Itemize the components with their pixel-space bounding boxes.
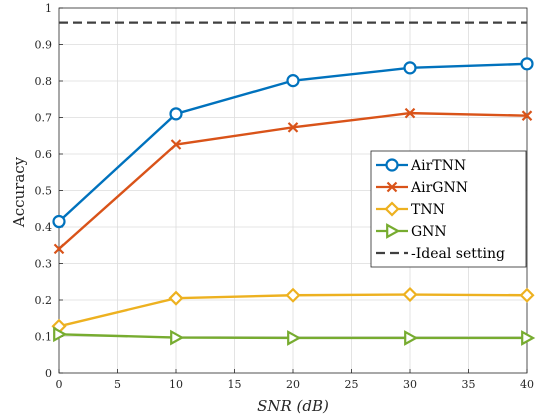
gnn-point: [287, 330, 302, 346]
y-tick-label: 0.5: [35, 185, 53, 198]
series-gnn: [53, 326, 536, 346]
legend-marker: [386, 181, 398, 193]
x-tick-label: 10: [169, 378, 183, 391]
tnn-point: [168, 290, 184, 306]
legend-label: AirTNN: [410, 158, 466, 174]
x-tick-label: 35: [462, 378, 476, 391]
legend-label: TNN: [411, 202, 445, 218]
tnn-point: [402, 286, 418, 303]
gnn-point: [521, 330, 536, 346]
x-tick-label: 25: [345, 378, 359, 391]
legend: AirTNN AirGNN TNN GNN -Ideal setting: [370, 150, 527, 268]
x-tick-label: 0: [56, 378, 63, 391]
y-tick-label: 0.2: [35, 294, 53, 307]
y-tick-label: 0.9: [35, 39, 53, 52]
y-tick-label: 0.3: [35, 258, 53, 271]
gnn-point: [170, 329, 185, 346]
airtnn-point: [169, 107, 183, 121]
airtnn-point: [286, 74, 300, 88]
airgnn-point: [521, 110, 533, 121]
legend-marker: [386, 223, 401, 239]
legend-entry-gnn: GNN: [376, 223, 447, 240]
legend-label: -Ideal setting: [411, 246, 505, 262]
y-tick-label: 0.7: [35, 112, 53, 125]
x-tick-label: 40: [520, 378, 534, 391]
gnn-point: [53, 326, 68, 343]
gnn-point: [404, 330, 419, 346]
legend-marker: [385, 158, 399, 172]
x-tick-label: 20: [286, 378, 300, 391]
tnn-point: [285, 287, 301, 303]
y-tick-label: 0.8: [35, 75, 53, 88]
y-tick-label: 1: [45, 2, 52, 15]
airtnn-point: [52, 214, 66, 229]
x-tick-label: 5: [114, 378, 121, 391]
series-airgnn: [53, 107, 533, 255]
x-tick-label: 15: [228, 378, 242, 391]
y-tick-label: 0: [45, 367, 52, 380]
legend-entry-tnn: TNN: [376, 201, 445, 218]
x-tick-label: 30: [403, 378, 417, 391]
series-group: [51, 21, 536, 346]
legend-entry-ideal-setting: -Ideal setting: [376, 246, 505, 262]
legend-entry-airtnn: AirTNN: [376, 158, 466, 174]
y-tick-label: 0.6: [35, 148, 53, 161]
airtnn-point: [520, 57, 534, 71]
legend-label: AirGNN: [410, 180, 468, 196]
series-tnn: [51, 286, 535, 334]
x-axis-title: SNR (dB): [257, 397, 329, 415]
y-tick-label: 0.4: [35, 221, 53, 234]
legend-entry-airgnn: AirGNN: [376, 180, 468, 196]
airtnn-point: [403, 61, 417, 75]
legend-label: GNN: [411, 224, 447, 240]
legend-marker: [384, 201, 400, 217]
y-tick-label: 0.1: [35, 331, 53, 344]
airgnn-point: [170, 139, 182, 150]
series-airtnn: [52, 57, 534, 229]
tnn-point: [519, 287, 535, 303]
airgnn-point: [53, 243, 65, 255]
axes: 0 5 10 15 20 25 30 35 40 0 0.1 0.2 0.3 0.4 0.5 0.6 0.7 0.…: [35, 2, 535, 391]
y-axis-title: Accuracy: [10, 156, 28, 228]
airgnn-point: [287, 122, 299, 133]
airgnn-point: [404, 107, 416, 119]
